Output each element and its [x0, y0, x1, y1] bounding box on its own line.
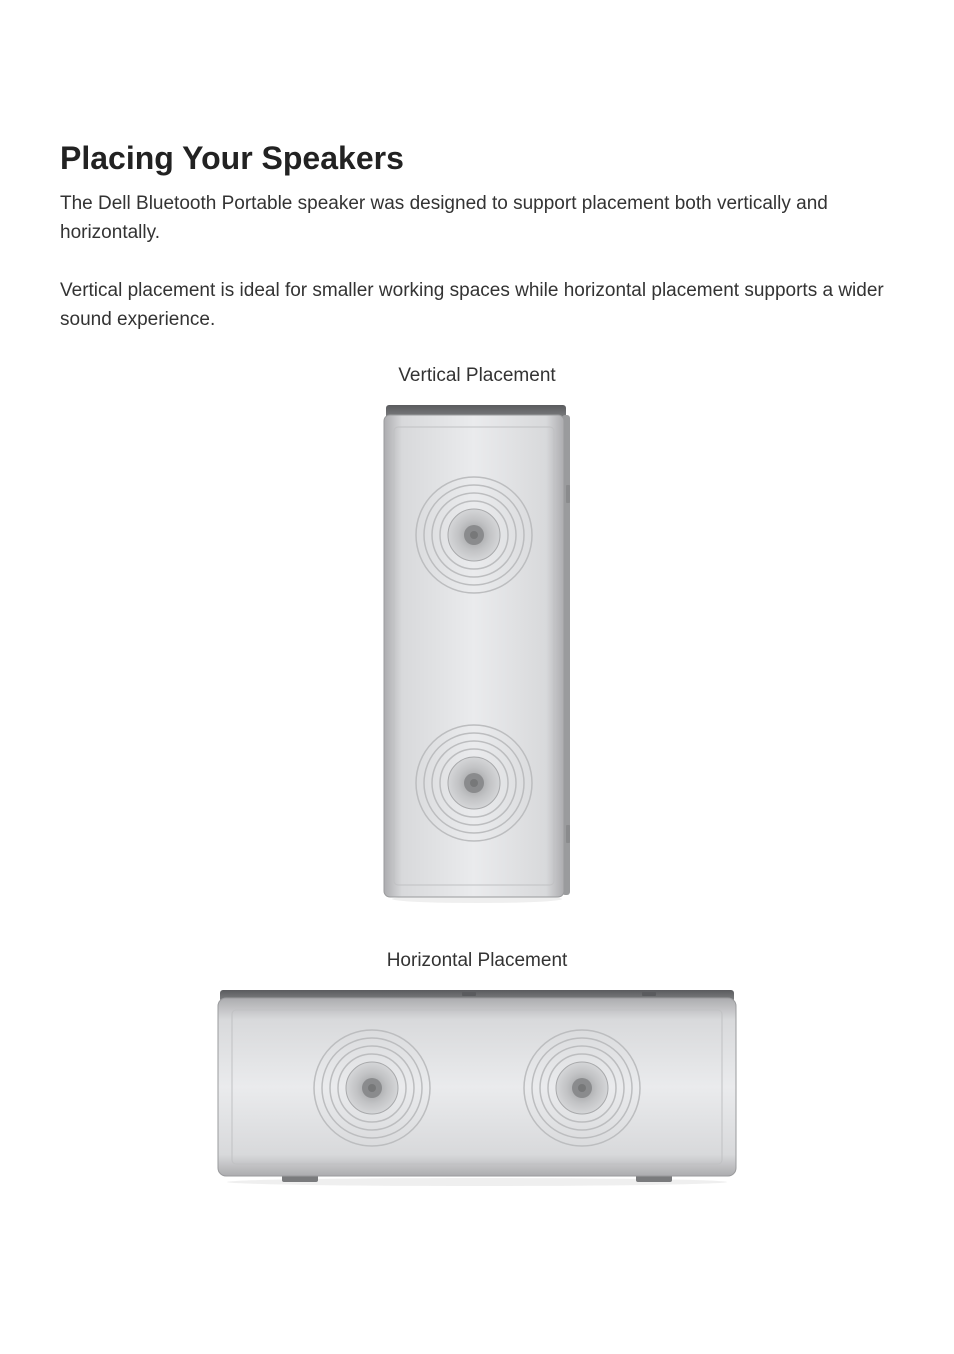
figures-container: Vertical Placement — [60, 365, 894, 1193]
vertical-speaker-image — [380, 405, 574, 905]
horizontal-caption: Horizontal Placement — [60, 950, 894, 972]
page-heading: Placing Your Speakers — [60, 140, 894, 177]
vertical-caption: Vertical Placement — [60, 365, 894, 387]
horizontal-speaker-image — [212, 990, 742, 1188]
intro-paragraph-2: Vertical placement is ideal for smaller … — [60, 276, 894, 335]
intro-paragraph-1: The Dell Bluetooth Portable speaker was … — [60, 189, 894, 248]
